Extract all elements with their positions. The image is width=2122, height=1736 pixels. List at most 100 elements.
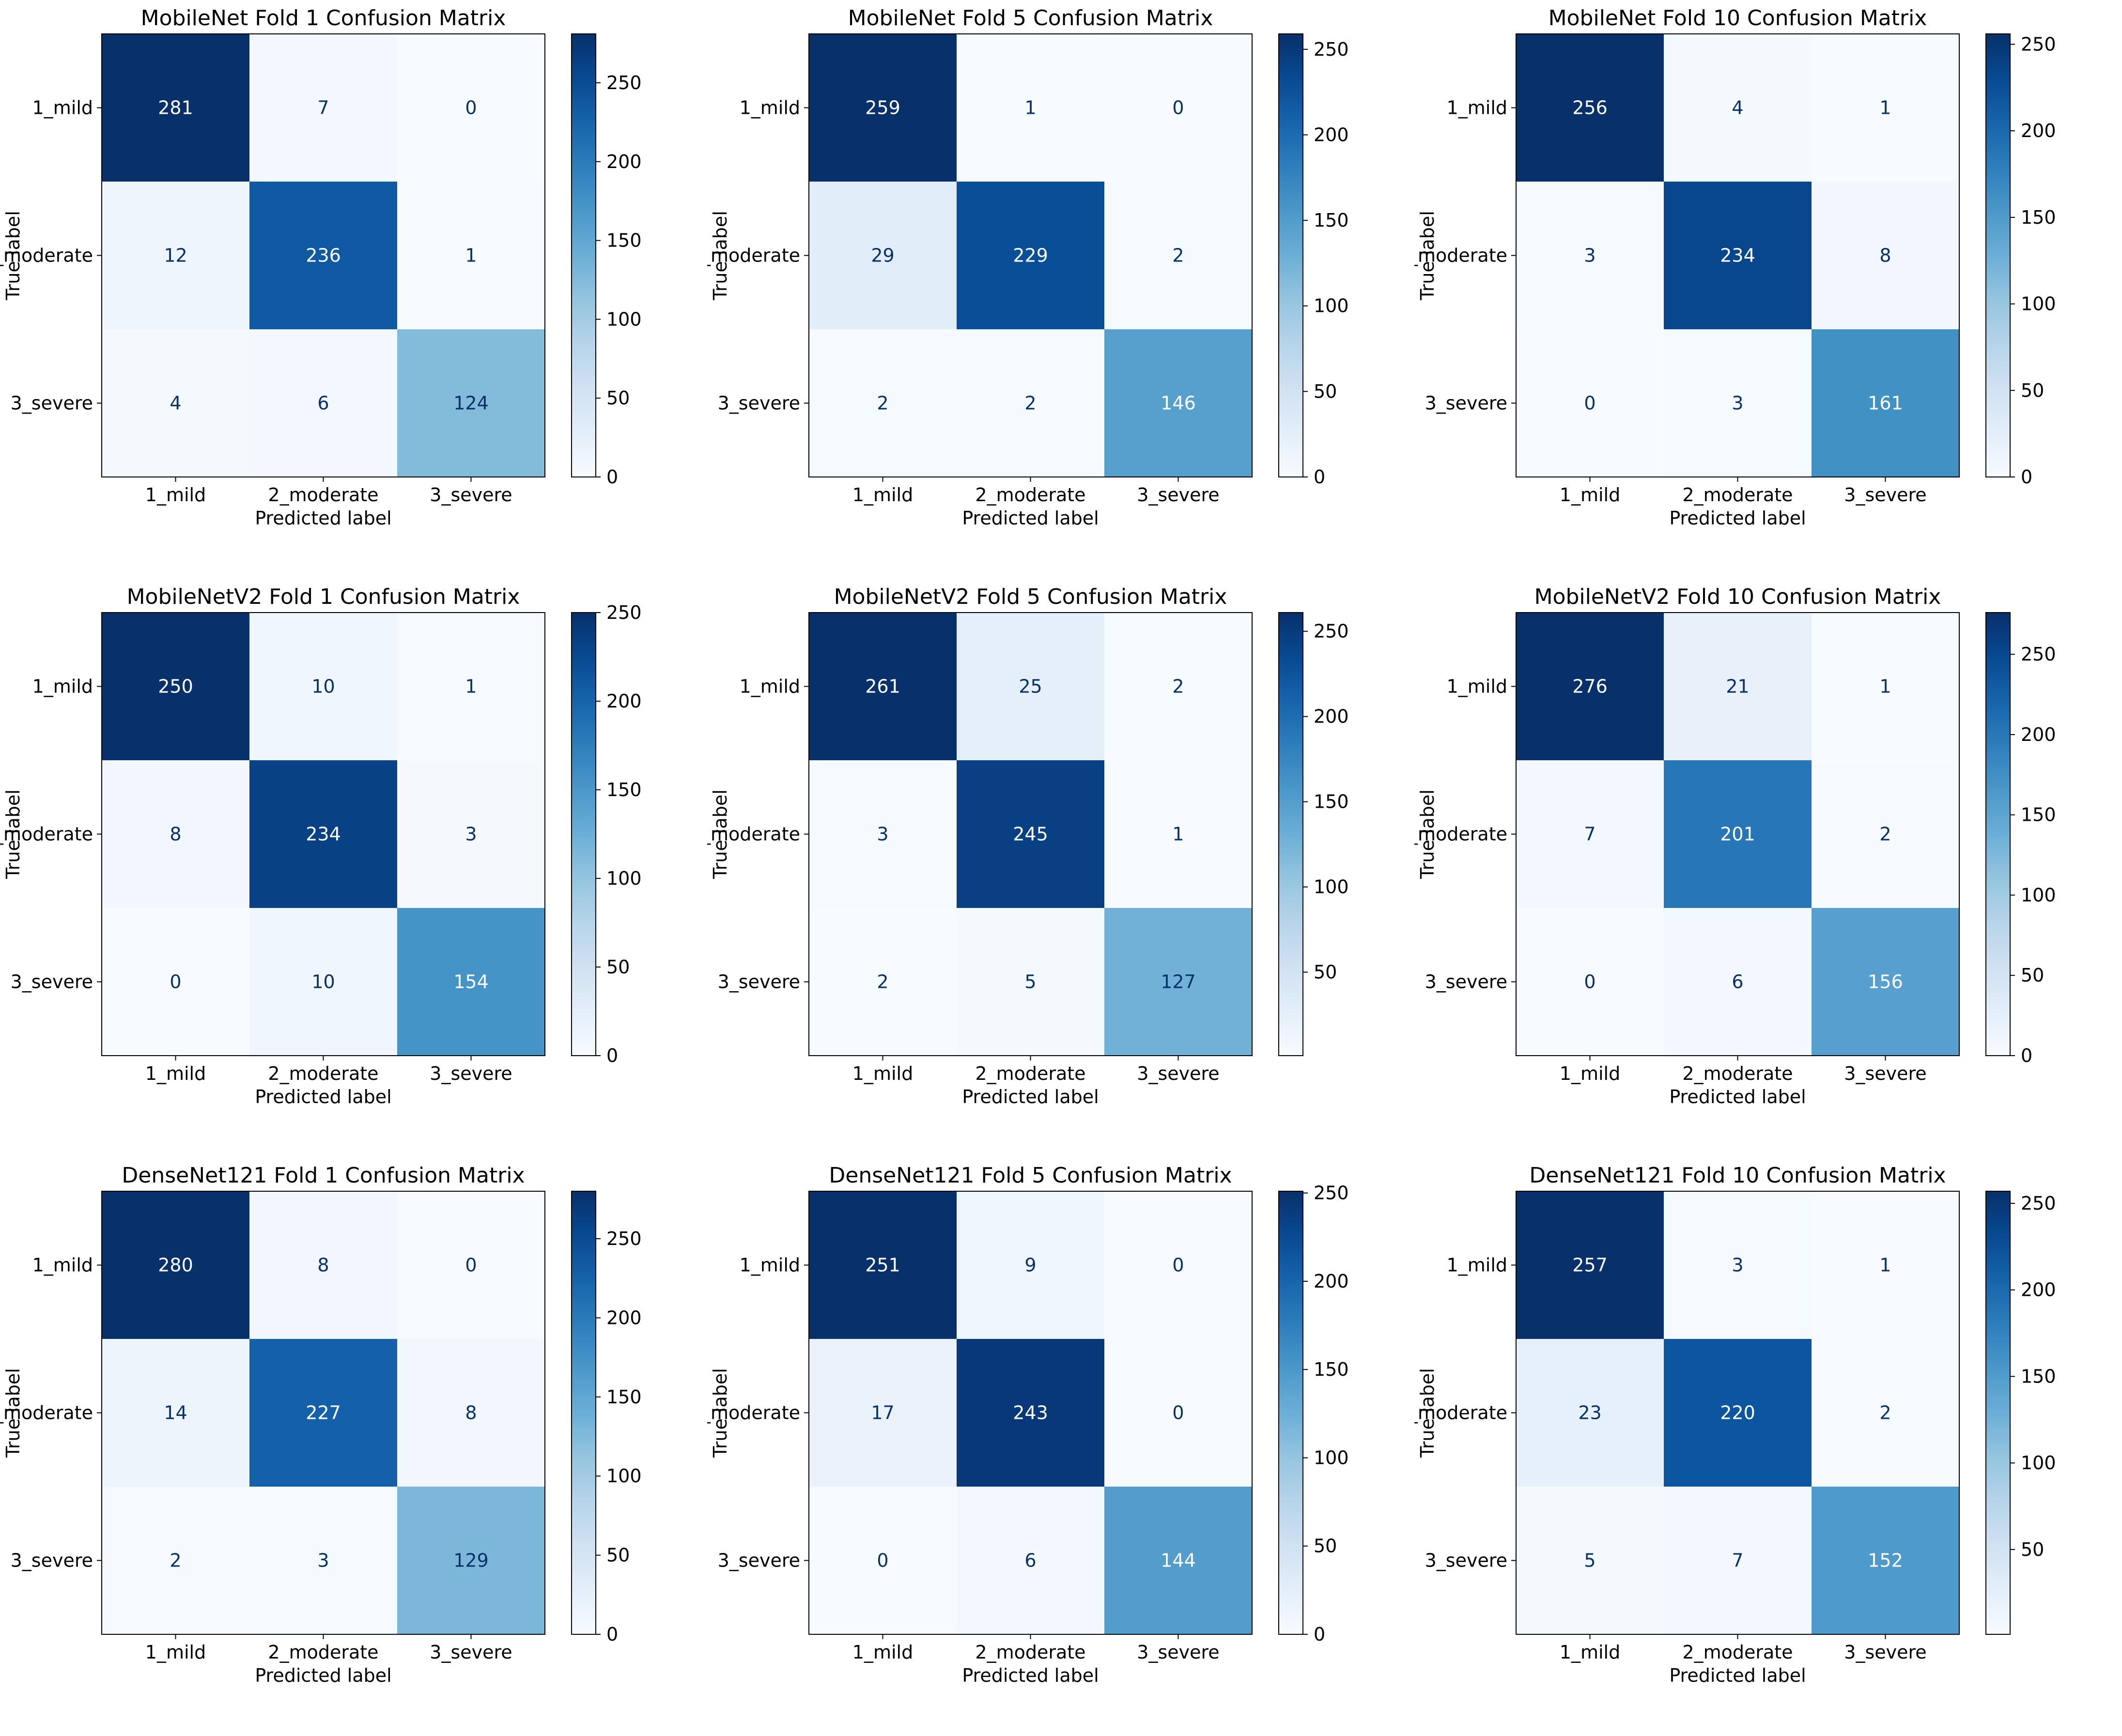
colorbar-tick-label: 100 [1314, 295, 1349, 317]
cell-value-label: 10 [311, 676, 335, 697]
cell-value-label: 1 [1879, 97, 1891, 119]
matrix-cell [1664, 760, 1812, 908]
x-tick-label: 3_severe [430, 484, 512, 506]
x-tick-label: 2_moderate [975, 1642, 1085, 1663]
y-tick-label: 2_moderate [0, 824, 93, 845]
matrix-cell [1812, 34, 1959, 182]
chart-title: MobileNet Fold 5 Confusion Matrix [848, 6, 1213, 31]
y-axis-label: True label [1417, 211, 1438, 301]
cell-value-label: 3 [1584, 245, 1595, 266]
confusion-matrix-panel: MobileNetV2 Fold 10 Confusion Matrix 276 2… [1414, 579, 2122, 1157]
x-axis-label: Predicted label [962, 1086, 1099, 1107]
matrix-cell [102, 34, 249, 182]
y-tick-label: 1_mild [32, 97, 93, 119]
confusion-matrix-panel: MobileNetV2 Fold 5 Confusion Matrix 261 25… [707, 579, 1414, 1157]
x-axis-label: Predicted label [255, 1086, 391, 1107]
colorbar-tick-label: 200 [606, 151, 642, 172]
y-axis-label: True label [1417, 789, 1438, 879]
y-tick-label: 1_mild [32, 676, 93, 697]
cell-value-label: 156 [1868, 971, 1903, 993]
cell-value-label: 3 [465, 824, 477, 845]
x-tick-label: 1_mild [852, 1642, 913, 1663]
cell-value-label: 29 [871, 245, 894, 266]
colorbar-tick-label: 0 [2021, 1045, 2032, 1066]
cell-value-label: 1 [1024, 97, 1036, 119]
colorbar-tick-label: 0 [1314, 1624, 1325, 1645]
colorbar-tick-label: 200 [1314, 1271, 1349, 1292]
cell-value-label: 3 [317, 1550, 329, 1571]
colorbar-tick-label: 200 [2021, 120, 2056, 141]
colorbar [1985, 33, 2011, 477]
colorbar [1278, 1191, 1303, 1635]
y-tick-label: 3_severe [11, 971, 93, 993]
cell-value-label: 0 [465, 1255, 477, 1276]
colorbar-tick-label: 100 [1314, 1447, 1349, 1468]
x-tick-label: 3_severe [1137, 1063, 1219, 1084]
matrix-cell [1104, 1191, 1252, 1339]
x-axis-label: Predicted label [1669, 1665, 1806, 1686]
x-tick-label: 3_severe [1137, 484, 1219, 506]
confusion-matrix-svg: MobileNet Fold 10 Confusion Matrix 256 4 1 3… [1414, 6, 2056, 529]
x-tick-label: 2_moderate [1682, 1063, 1793, 1084]
colorbar-tick-label: 50 [1314, 962, 1337, 983]
cell-value-label: 1 [1172, 824, 1184, 845]
colorbar-tick-label: 50 [1314, 1536, 1337, 1557]
cell-value-label: 236 [306, 245, 341, 266]
y-tick-label: 1_mild [32, 1255, 93, 1276]
colorbar-tick-label: 150 [2021, 1366, 2056, 1387]
cell-value-label: 0 [1172, 1402, 1184, 1424]
colorbar-tick-label: 200 [2021, 1279, 2056, 1301]
cell-value-label: 2 [877, 971, 888, 993]
x-tick-label: 3_severe [1137, 1642, 1219, 1663]
matrix-cell [102, 613, 249, 760]
cell-value-label: 243 [1013, 1402, 1048, 1424]
y-tick-label: 2_moderate [707, 245, 800, 266]
colorbar-tick-label: 0 [606, 1624, 618, 1645]
matrix-cell [809, 760, 957, 908]
cell-value-label: 7 [317, 97, 329, 119]
chart-title: MobileNetV2 Fold 5 Confusion Matrix [834, 584, 1227, 609]
matrix-cell [1516, 1339, 1664, 1487]
colorbar [571, 1191, 596, 1635]
matrix-cell [1104, 1487, 1252, 1634]
matrix-cell [397, 908, 545, 1056]
colorbar-tick-label: 250 [2021, 33, 2056, 55]
matrix-cell [957, 1339, 1104, 1487]
colorbar-tick-label: 50 [2021, 1539, 2044, 1560]
x-tick-label: 2_moderate [1682, 1642, 1793, 1663]
cell-value-label: 4 [1732, 97, 1743, 119]
cell-value-label: 8 [465, 1402, 477, 1424]
x-tick-label: 1_mild [852, 484, 913, 506]
matrix-cell [397, 34, 545, 182]
cell-value-label: 201 [1720, 824, 1755, 845]
cell-value-label: 2 [1879, 1402, 1891, 1424]
y-tick-label: 2_moderate [707, 1402, 800, 1424]
cell-value-label: 10 [311, 971, 335, 993]
colorbar-tick-label: 200 [606, 691, 642, 712]
confusion-matrix-panel: DenseNet121 Fold 10 Confusion Matrix 257 3… [1414, 1157, 2122, 1736]
matrix-cell [809, 34, 957, 182]
matrix-cell [1812, 1191, 1959, 1339]
cell-value-label: 2 [170, 1550, 181, 1571]
x-axis-label: Predicted label [1669, 507, 1806, 529]
confusion-matrix-svg: DenseNet121 Fold 5 Confusion Matrix 251 9 0… [707, 1163, 1349, 1686]
matrix-cell [397, 1191, 545, 1339]
y-axis-label: True label [710, 789, 731, 879]
x-tick-label: 1_mild [1560, 1642, 1620, 1663]
cell-value-label: 17 [871, 1402, 894, 1424]
x-tick-label: 3_severe [1844, 1063, 1926, 1084]
chart-title: MobileNet Fold 1 Confusion Matrix [141, 6, 506, 31]
cell-value-label: 0 [1584, 971, 1595, 993]
cell-value-label: 1 [1879, 676, 1891, 697]
y-axis-label: True label [2, 1368, 24, 1458]
matrix-cell [1104, 1339, 1252, 1487]
matrix-cell [1812, 1339, 1959, 1487]
colorbar-tick-label: 150 [606, 779, 642, 800]
matrix-cell [1664, 1487, 1812, 1634]
matrix-cell [102, 1339, 249, 1487]
y-tick-label: 3_severe [718, 393, 800, 414]
matrix-cell [1664, 1191, 1812, 1339]
matrix-cell [249, 613, 397, 760]
